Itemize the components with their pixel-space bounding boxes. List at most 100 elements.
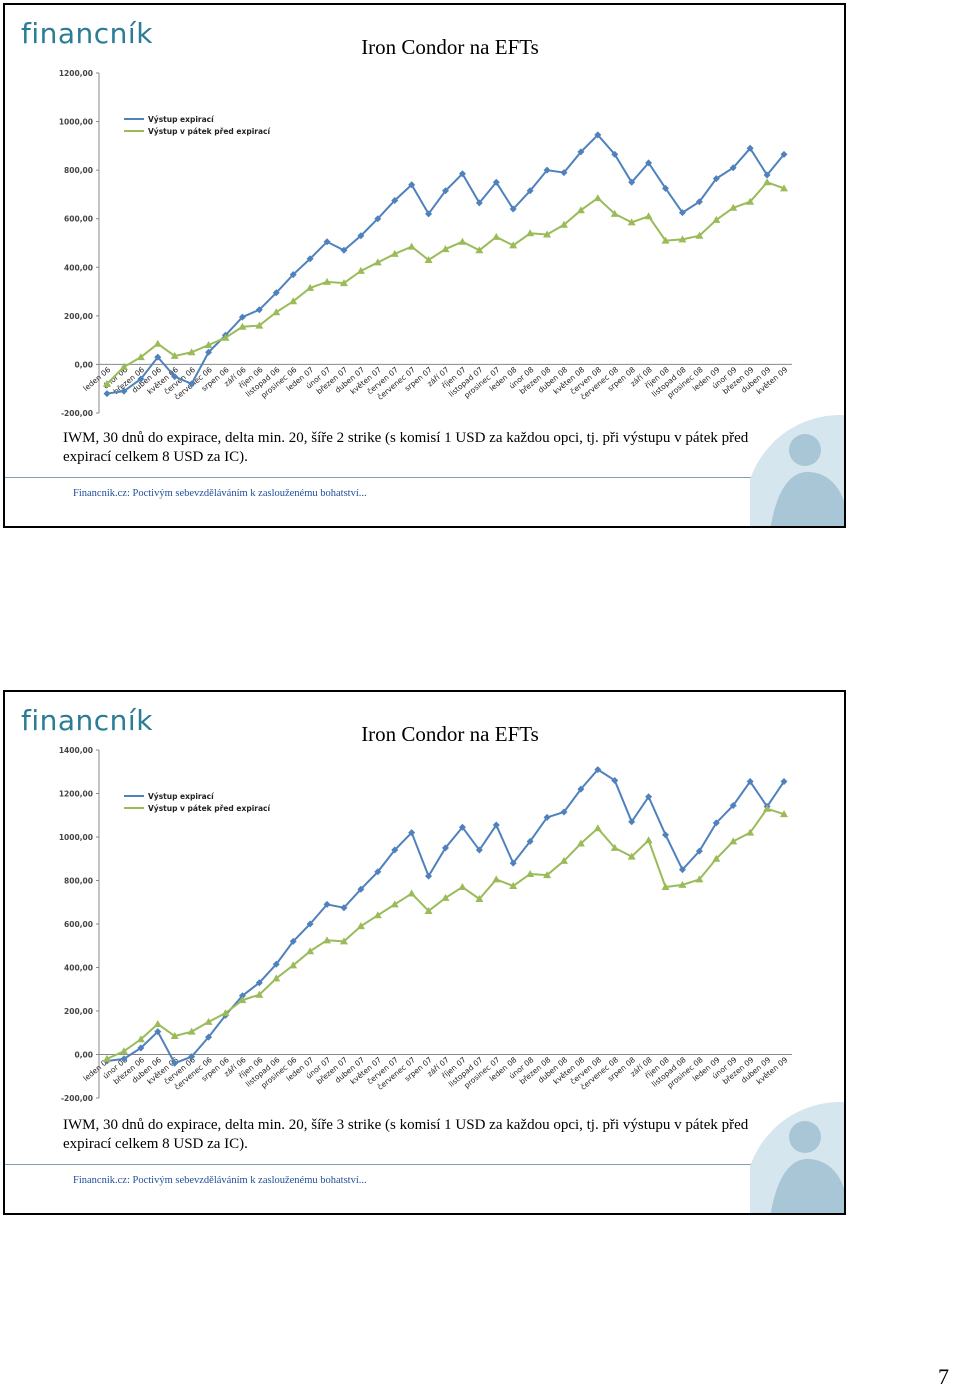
marker [119,362,128,370]
marker [458,170,466,178]
marker [695,198,703,206]
marker [627,852,636,860]
footer: Financnik.cz: Poctivým sebevzděláváním k… [73,488,367,499]
marker [339,937,348,945]
marker [441,893,450,901]
marker [458,883,467,891]
marker [272,960,280,968]
marker [136,353,145,361]
divider [5,477,844,478]
marker [356,266,365,274]
marker [543,871,552,879]
marker [373,911,382,919]
marker [289,297,298,305]
marker [103,390,111,398]
marker [340,246,348,254]
marker [526,869,535,877]
y-tick-label: 1200,00 [59,69,93,78]
y-tick-label: 0,00 [74,1051,93,1060]
marker [475,894,484,902]
marker [255,979,263,987]
marker [593,824,602,832]
legend-label: Výstup v pátek před expirací [148,804,270,813]
marker [255,321,264,329]
marker [712,819,720,827]
marker [678,880,687,888]
marker [424,256,433,263]
marker [458,823,466,831]
marker [170,351,179,359]
page-number: 7 [938,1364,949,1389]
marker [763,171,771,179]
marker [594,131,602,139]
marker [593,194,602,202]
marker [306,947,315,955]
marker [187,1027,196,1035]
marker [746,197,755,205]
marker [187,348,196,356]
marker [628,818,636,826]
marker [509,241,518,249]
legend-label: Výstup expirací [148,115,214,124]
marker [136,1035,145,1043]
marker [661,236,670,244]
marker [576,839,585,847]
marker [780,184,788,192]
marker [712,854,721,862]
marker [509,205,517,213]
slide: financník Iron Condor na EFTs -200,00 0,0… [3,3,846,528]
marker [712,215,721,223]
marker [205,1033,213,1041]
y-tick-label: 600,00 [64,920,93,929]
marker [408,181,416,189]
marker [238,322,247,330]
decoration [750,1102,844,1213]
marker [204,341,213,348]
marker [171,1059,179,1067]
marker [119,1047,128,1055]
marker [188,380,196,388]
marker [560,169,568,177]
marker [357,885,365,893]
marker [442,187,449,195]
marker [323,900,331,908]
marker [425,872,433,880]
caption: IWM, 30 dnů do expirace, delta min. 20, … [63,1117,749,1152]
marker [137,375,145,383]
marker [390,249,399,257]
marker [695,231,704,239]
marker [205,348,213,356]
marker [729,164,737,172]
marker [221,1009,230,1017]
marker [543,230,552,238]
marker [323,936,332,944]
marker [543,166,551,174]
slide-title: Iron Condor na EFTs [361,722,539,746]
footer: Financnik.cz: Poctivým sebevzděláváním k… [73,1175,367,1186]
y-tick-label: 600,00 [64,215,93,224]
logo: financník [21,17,153,50]
marker [678,866,686,874]
marker [526,187,534,195]
marker [492,232,501,240]
marker [645,793,653,801]
marker [154,1028,162,1036]
marker [645,159,653,167]
marker [559,220,568,228]
marker [729,801,737,809]
y-tick-label: 1200,00 [59,790,93,799]
marker [577,148,585,156]
y-tick-label: 200,00 [64,1007,93,1016]
marker [560,808,568,816]
marker [763,804,772,812]
marker [356,922,365,930]
marker [661,883,670,891]
marker [407,889,416,897]
marker [526,837,534,845]
marker [272,289,280,297]
marker [323,277,332,285]
marker [763,178,772,186]
marker [509,859,517,867]
y-tick-label: -200,00 [61,409,93,417]
marker [678,235,687,243]
